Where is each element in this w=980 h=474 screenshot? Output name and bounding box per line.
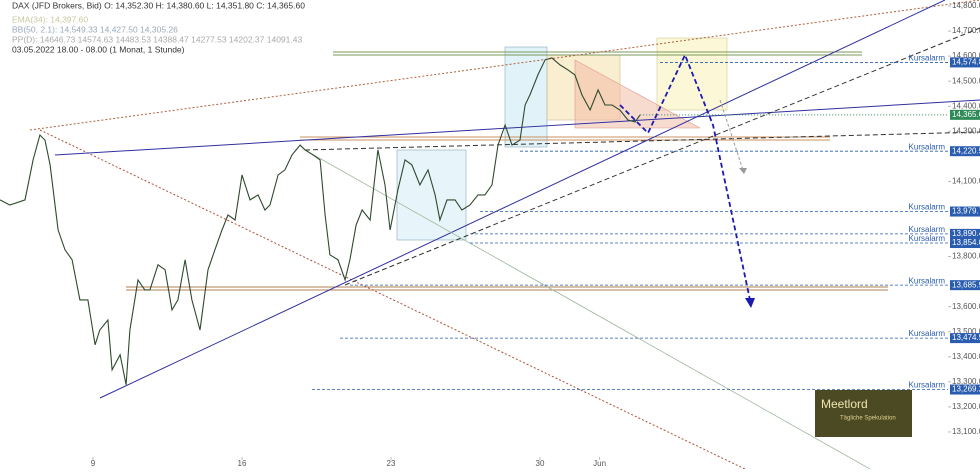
alert-label: Kursalarm [909,329,946,338]
alert-box [950,333,980,344]
y-tick-label: 13,400.00 [952,352,980,361]
alert-label: Kursalarm [909,54,946,63]
alert-box [950,238,980,249]
y-tick-label: 14,700.00 [952,26,980,35]
triangle [574,59,701,129]
trendline [54,99,980,156]
projection [619,52,751,301]
box [396,149,467,241]
header-ema: EMA(34): 14,397.60 [12,14,88,24]
projection [719,99,744,171]
x-tick-label: 16 [238,459,247,468]
y-tick-label: 14,500.00 [952,76,980,85]
header-pp: PP(D): 14646.73 14574.63 14483.53 14388.… [12,34,302,44]
arrowhead [739,168,747,174]
alert-label: Kursalarm [909,234,946,243]
y-tick-label: 13,100.00 [952,427,980,436]
drawings [29,0,980,470]
y-tick-label: 13,200.00 [952,402,980,411]
alert-label: Kursalarm [909,142,946,151]
y-tick-label: 14,600.00 [952,51,980,60]
y-tick-label: 13,600.00 [952,302,980,311]
alert-box [950,206,980,217]
y-tick-label: 14,100.00 [952,177,980,186]
alert-label: Kursalarm [909,276,946,285]
alert-box [950,228,980,239]
trendline [344,27,980,286]
y-tick-label: 14,300.00 [952,126,980,135]
x-tick-label: 30 [536,459,545,468]
y-tick-label: 13,300.00 [952,377,980,386]
watermark-subtitle: Tägliche Spekulation [840,416,896,422]
last-price-label: 14,365.60 [952,110,980,119]
watermark: Meetlord Tägliche Spekulation [815,390,912,437]
y-tick-label: 14,800.00 [952,1,980,10]
header-bb: BB(50, 2.1): 14,549.33 14,427.50 14,305.… [12,24,178,34]
trendline [304,131,980,151]
trendline [39,129,746,470]
alert-label: Kursalarm [909,225,946,234]
alert-value: 14,220.51 [952,146,980,155]
x-tick-label: 23 [387,459,396,468]
y-tick-label: 13,800.00 [952,252,980,261]
alert-box [950,146,980,157]
last-price-box [950,109,980,120]
header-range: 03.05.2022 18.00 - 08.00 (1 Monat, 1 Stu… [12,44,185,54]
x-tick-label: 9 [91,459,96,468]
alert-value: 13,474.52 [952,333,980,342]
trendline [304,149,871,470]
watermark-title: Meetlord [821,397,868,411]
alert-value: 13,685.90 [952,280,980,289]
header: DAX (JFD Brokers, Bid) O: 14,352.30 H: 1… [12,0,305,54]
trendline [99,0,946,399]
alert-label: Kursalarm [909,381,946,390]
alert-box [950,280,980,291]
alert-value: 13,854.01 [952,238,980,247]
alert-value: 13,979.73 [952,207,980,216]
alert-box [950,384,980,395]
header-title: DAX (JFD Brokers, Bid) O: 14,352.30 H: 1… [12,0,305,10]
y-tick-label: 14,400.00 [952,101,980,110]
x-tick-label: Jun [593,459,606,468]
alert-value: 13,269.28 [952,385,980,394]
alert-value: 13,890.49 [952,229,980,238]
arrowhead [745,298,755,308]
alert-value: 14,574.86 [952,58,980,67]
alert-box [950,57,980,68]
alert-label: Kursalarm [909,203,946,212]
watermark-box [815,390,912,437]
y-tick-label: 13,500.00 [952,327,980,336]
box [504,46,548,148]
price-line [0,57,641,385]
